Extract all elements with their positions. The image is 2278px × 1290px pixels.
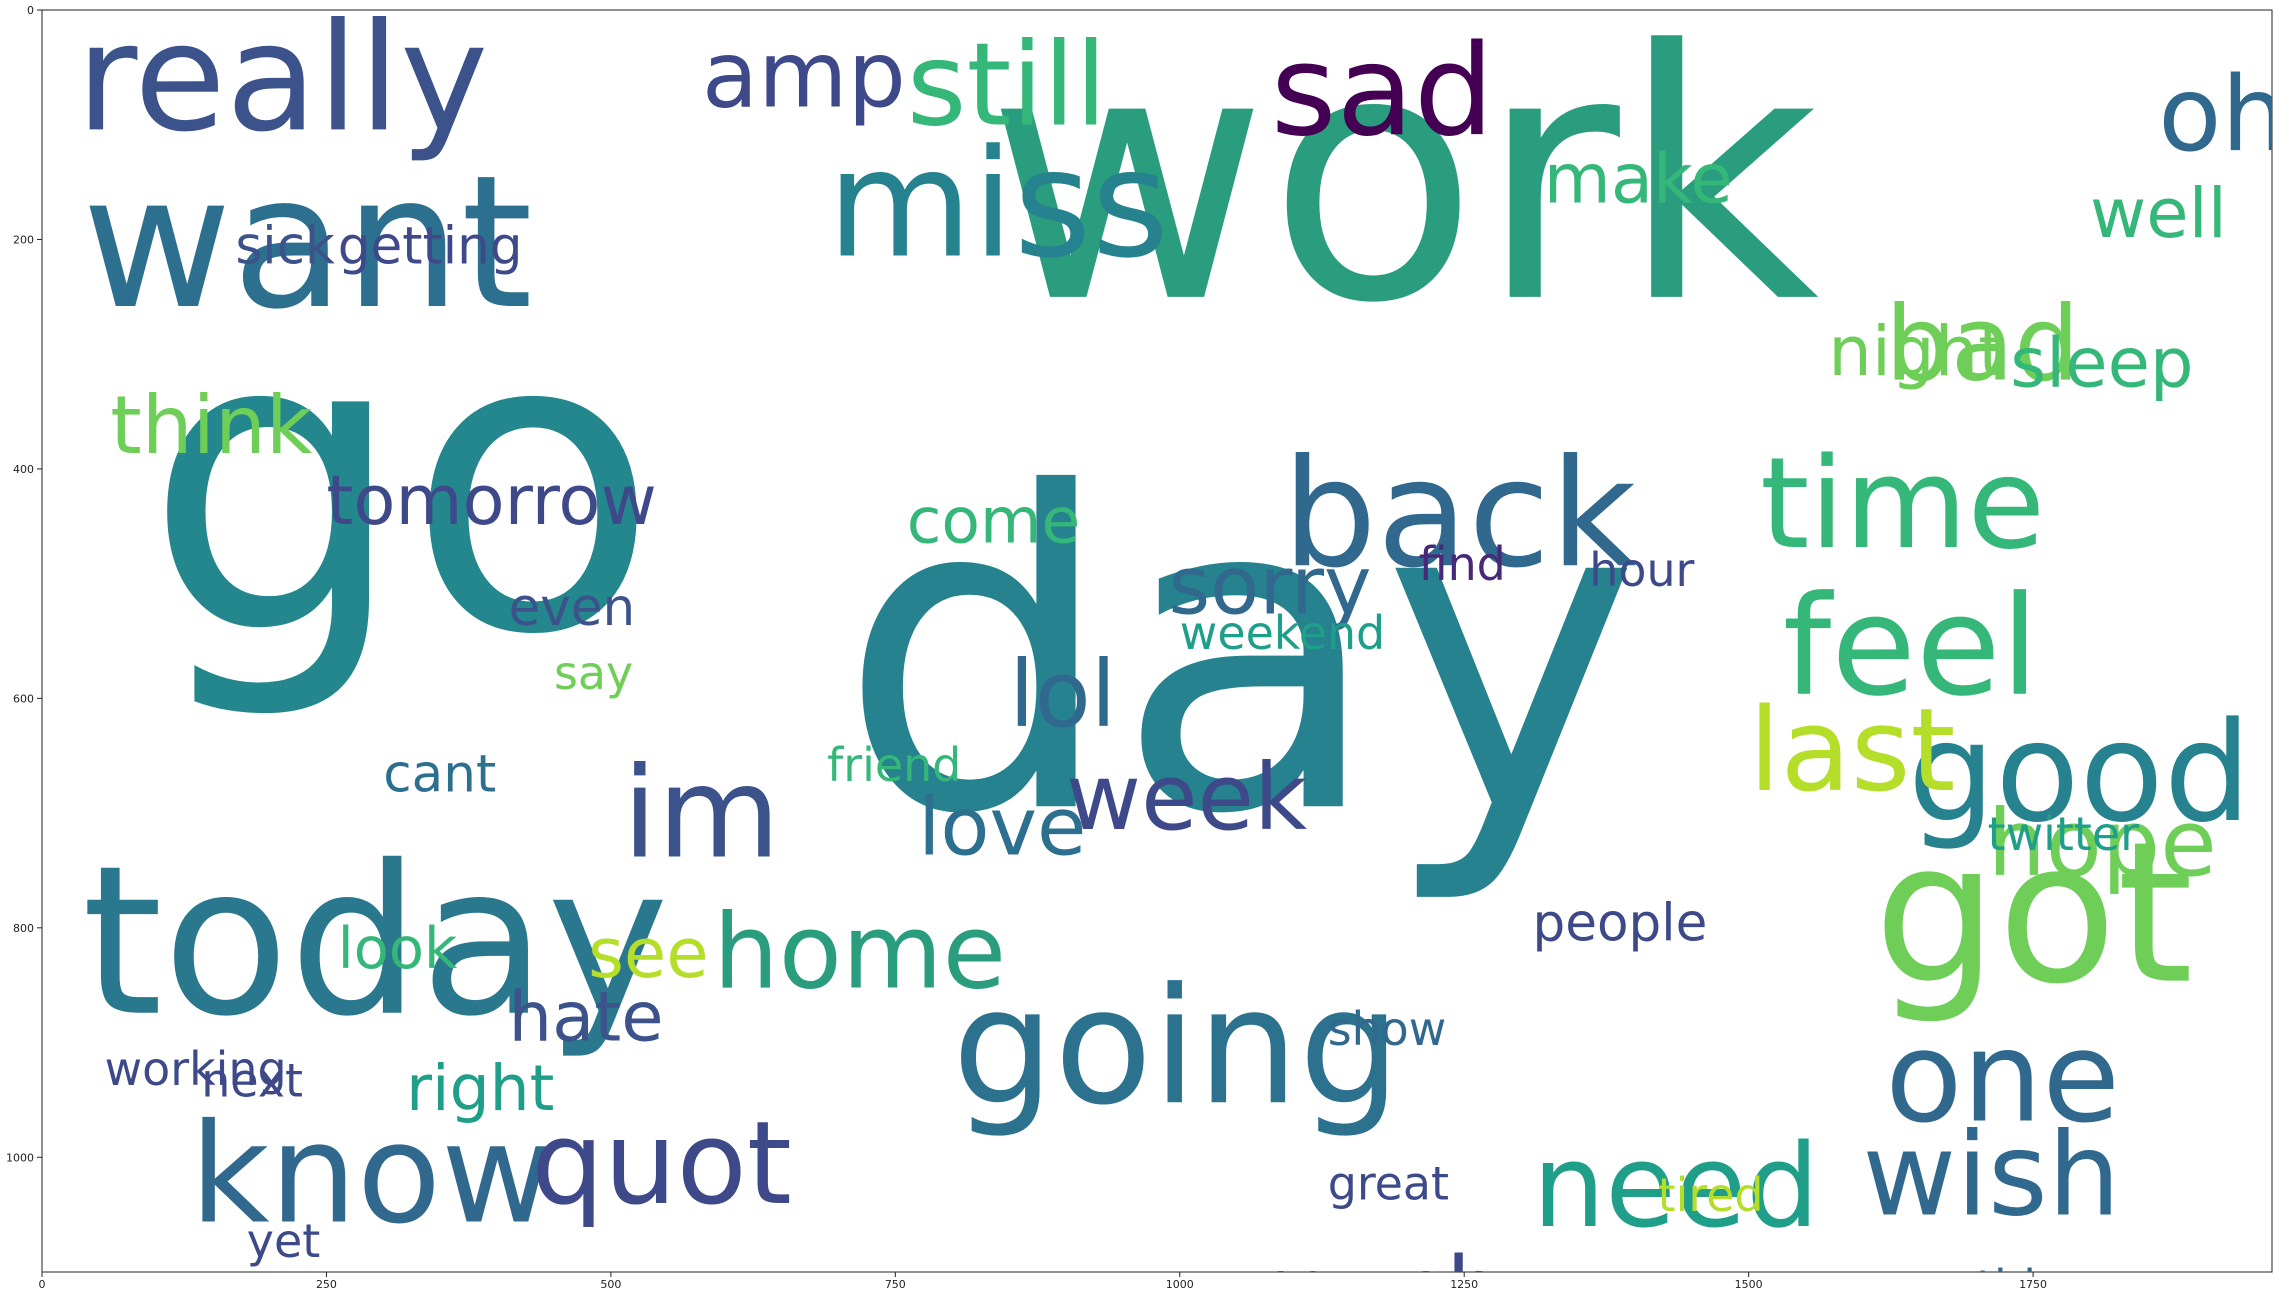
word-weekend: weekend — [1180, 606, 1385, 660]
x-axis-ticks: 0 250 500 750 1000 1250 1500 1750 — [39, 1272, 2047, 1290]
word-still: still — [907, 20, 1107, 153]
word-time: time — [1760, 430, 2045, 577]
x-tick-label: 1250 — [1450, 1278, 1478, 1290]
word-getting: getting — [338, 217, 523, 277]
word-want: want — [82, 137, 533, 350]
word-right: right — [406, 1051, 554, 1125]
word-today: today — [82, 821, 669, 1062]
y-tick-label: 400 — [13, 463, 34, 476]
word-think: think — [110, 378, 313, 472]
x-tick-label: 1750 — [2019, 1278, 2047, 1290]
word-feel: feel — [1783, 567, 2039, 727]
plot-frame — [41, 9, 2273, 1273]
x-tick-label: 1500 — [1735, 1278, 1763, 1290]
word-say: say — [554, 646, 633, 700]
word-night: night — [1828, 312, 2005, 392]
y-tick-label: 200 — [13, 233, 34, 246]
word-work: work — [986, 0, 1819, 379]
word-working: working — [105, 1042, 287, 1096]
x-tick-label: 0 — [39, 1278, 46, 1290]
word-wish: wish — [1862, 1110, 2120, 1243]
y-tick-label: 800 — [13, 922, 34, 935]
word-amp: amp — [702, 21, 906, 128]
word-friend: friend — [827, 738, 961, 792]
y-axis-ticks: 0 200 400 600 800 1000 — [6, 4, 42, 1164]
word-tired: tired — [1658, 1168, 1764, 1222]
word-hate: hate — [509, 977, 664, 1057]
word-lol: lol — [1009, 641, 1116, 748]
word-hope: hope — [1988, 790, 2217, 897]
word-tomorrow: tomorrow — [326, 461, 656, 541]
word-well: well — [2090, 174, 2227, 254]
x-tick-label: 750 — [885, 1278, 906, 1290]
word-home: home — [713, 893, 1006, 1013]
word-find: find — [1419, 537, 1506, 591]
word-love: love — [918, 779, 1086, 873]
word-sorry: sorry — [1168, 539, 1371, 633]
word-next: next — [201, 1054, 303, 1108]
word-yet: yet — [247, 1214, 320, 1268]
word-bad: bad — [1885, 284, 2079, 404]
word-thing: thing — [1976, 1260, 2094, 1290]
word-im: im — [622, 740, 780, 887]
word-really: really — [76, 0, 488, 165]
word-sleep: sleep — [2010, 323, 2193, 403]
word-sad: sad — [1271, 17, 1494, 164]
word-quot: quot — [531, 1098, 792, 1231]
word-oh: oh — [2158, 55, 2278, 175]
word-last: last — [1749, 685, 1956, 818]
word-back: back — [1282, 428, 1636, 601]
word-cant: cant — [383, 744, 496, 804]
word-show: show — [1328, 1002, 1447, 1056]
word-twitter: twitter — [1988, 807, 2139, 861]
word-even: even — [509, 578, 636, 638]
y-tick-label: 600 — [13, 692, 34, 705]
word-hour: hour — [1589, 543, 1694, 597]
word-great: great — [1328, 1157, 1449, 1211]
word-one: one — [1885, 1004, 2120, 1151]
x-tick-label: 250 — [316, 1278, 337, 1290]
word-going: going — [952, 953, 1401, 1140]
x-tick-label: 500 — [600, 1278, 621, 1290]
word-see: see — [588, 914, 709, 994]
word-look: look — [338, 915, 458, 982]
x-tick-label: 1000 — [1166, 1278, 1194, 1290]
word-good: good — [1908, 693, 2251, 853]
word-sick: sick — [235, 217, 335, 277]
word-make: make — [1544, 140, 1733, 220]
word-need: need — [1533, 1121, 1820, 1254]
word-go: go — [144, 245, 659, 725]
word-miss: miss — [827, 119, 1169, 292]
word-know: know — [190, 1095, 554, 1255]
word-people: people — [1533, 893, 1708, 953]
word-come: come — [907, 483, 1081, 557]
y-tick-label: 0 — [27, 4, 34, 17]
word-week: week — [1066, 744, 1307, 851]
word-much: much — [1248, 1238, 1504, 1290]
word-got: got — [1874, 800, 2194, 1027]
word-day: day — [838, 401, 1640, 909]
y-tick-label: 1000 — [6, 1151, 34, 1164]
